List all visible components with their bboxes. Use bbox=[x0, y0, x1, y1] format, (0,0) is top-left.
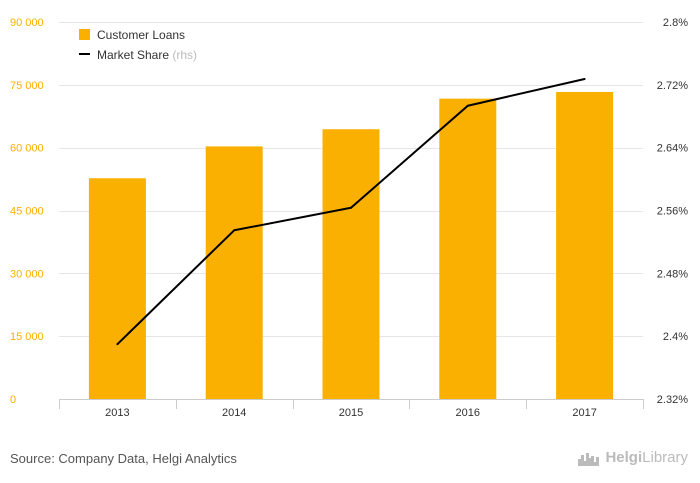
market-share-point-2014 bbox=[233, 229, 236, 232]
logo-text: HelgiLibrary bbox=[605, 449, 688, 466]
x-axis-tick-label: 2016 bbox=[456, 407, 480, 419]
market-share-line-layer bbox=[116, 78, 586, 346]
bar-2014 bbox=[205, 146, 263, 399]
logo-text-bold: Helgi bbox=[605, 449, 643, 466]
city-skyline-icon bbox=[578, 452, 600, 466]
left-axis-tick-label: 15 000 bbox=[10, 331, 44, 343]
legend-series-name: Market Share bbox=[97, 48, 169, 62]
left-axis-tick-label: 60 000 bbox=[10, 143, 44, 155]
legend: Customer Loans Market Share (rhs) bbox=[79, 28, 197, 62]
left-axis-tick-label: 90 000 bbox=[10, 17, 44, 29]
bar-2013 bbox=[88, 178, 146, 399]
legend-swatch-customer-loans bbox=[79, 29, 90, 40]
legend-label-customer-loans: Customer Loans bbox=[97, 28, 185, 42]
right-axis-tick-label: 2.64% bbox=[657, 143, 688, 155]
legend-label-market-share: Market Share (rhs) bbox=[97, 48, 197, 62]
bar-2015 bbox=[322, 129, 380, 400]
source-note: Source: Company Data, Helgi Analytics bbox=[10, 451, 237, 466]
market-share-point-2013 bbox=[116, 343, 119, 346]
right-axis-tick-label: 2.56% bbox=[657, 206, 688, 218]
right-axis-tick-label: 2.4% bbox=[663, 331, 688, 343]
left-axis-tick-label: 30 000 bbox=[10, 268, 44, 280]
legend-rhs-hint: (rhs) bbox=[172, 48, 197, 62]
bar-2016 bbox=[439, 98, 497, 399]
x-axis-tick-label: 2013 bbox=[105, 407, 129, 419]
x-axis: 2013 2014 2015 2016 2017 bbox=[59, 399, 644, 419]
right-axis-ticks: 2.32% 2.4% 2.48% 2.56% 2.64% 2.72% 2.8% bbox=[657, 17, 688, 406]
right-axis-tick-label: 2.32% bbox=[657, 394, 688, 406]
right-axis-tick-label: 2.48% bbox=[657, 268, 688, 280]
market-share-point-2017 bbox=[583, 78, 586, 81]
market-share-point-2015 bbox=[350, 206, 352, 209]
left-axis-tick-label: 45 000 bbox=[10, 206, 44, 218]
right-axis-tick-label: 2.72% bbox=[657, 80, 688, 92]
helgi-library-logo: HelgiLibrary bbox=[577, 449, 688, 466]
left-axis-ticks: 0 15 000 30 000 45 000 60 000 75 000 90 000 bbox=[10, 17, 44, 406]
x-axis-tick-label: 2017 bbox=[572, 407, 596, 419]
right-axis-tick-label: 2.8% bbox=[663, 17, 688, 29]
bars bbox=[88, 91, 614, 400]
x-axis-tick-label: 2014 bbox=[222, 407, 246, 419]
market-share-point-2016 bbox=[466, 104, 469, 107]
x-axis-tick-label: 2015 bbox=[339, 407, 363, 419]
left-axis-tick-label: 75 000 bbox=[10, 80, 44, 92]
bar-2017 bbox=[556, 91, 614, 400]
left-axis-tick-label: 0 bbox=[10, 394, 16, 406]
logo-text-rest: Library bbox=[642, 449, 688, 466]
